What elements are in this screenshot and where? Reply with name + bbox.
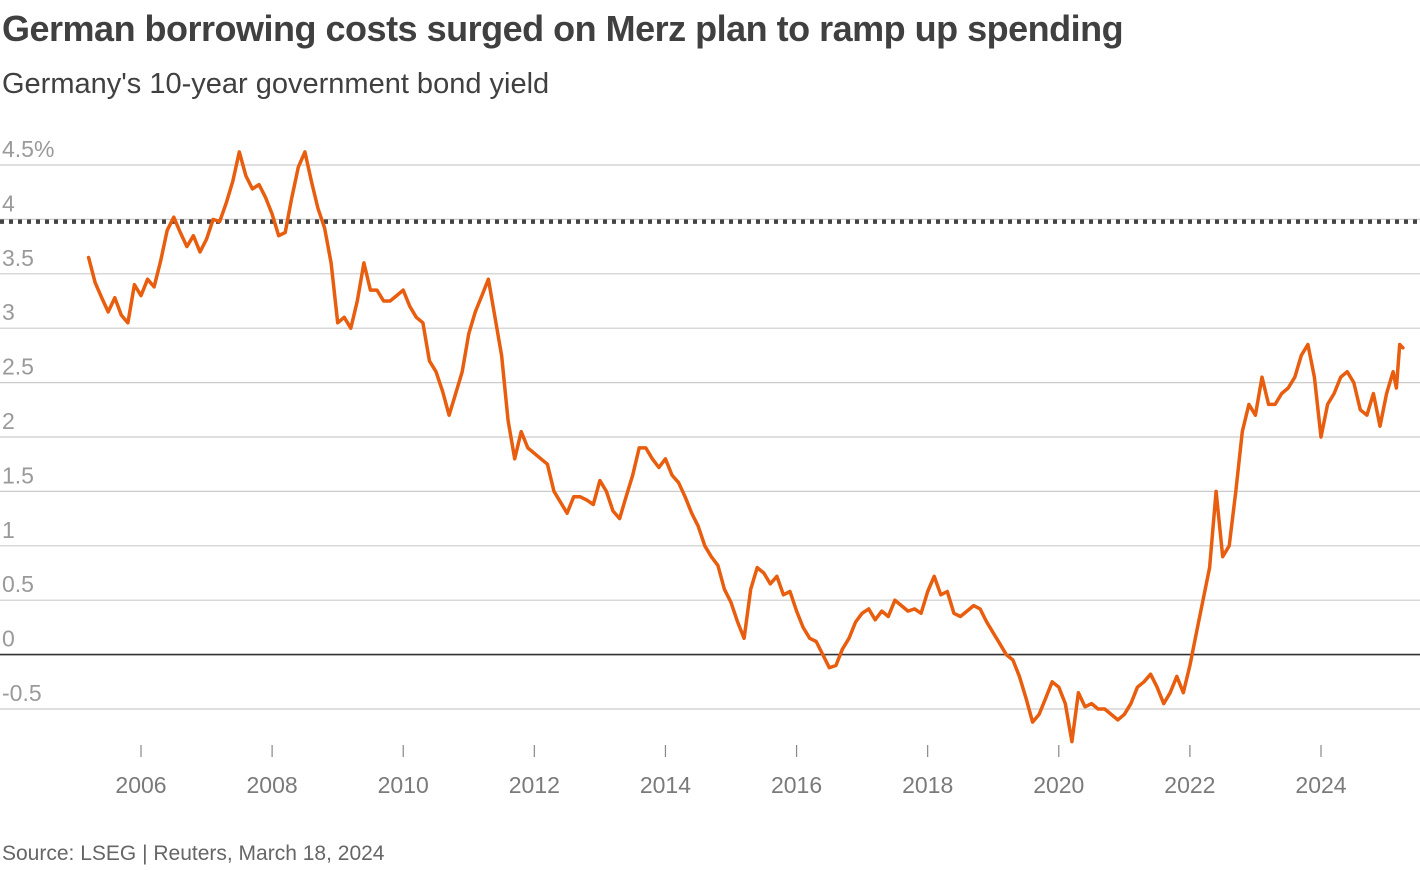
y-tick-label: 4: [2, 190, 15, 216]
y-tick-label: 1: [2, 517, 15, 543]
series-layer: [86, 150, 1405, 744]
x-tick-label: 2024: [1295, 772, 1346, 798]
y-tick-label: 4.5%: [2, 136, 54, 162]
y-tick-label: 0: [2, 626, 15, 652]
yield-series-line: [86, 150, 1405, 744]
y-tick-label: 3.5: [2, 245, 34, 271]
chart-subtitle: Germany's 10-year government bond yield: [2, 68, 550, 100]
y-tick-label: 1.5: [2, 462, 34, 488]
x-tick-label: 2018: [902, 772, 953, 798]
y-tick-label: 0.5: [2, 571, 34, 597]
y-tick-label: 2.5: [2, 354, 34, 380]
y-tick-label: -0.5: [2, 680, 42, 706]
x-tick-label: 2012: [509, 772, 560, 798]
x-tick-label: 2020: [1033, 772, 1084, 798]
x-tick-label: 2014: [640, 772, 691, 798]
x-tick-label: 2010: [378, 772, 429, 798]
chart-title: German borrowing costs surged on Merz pl…: [2, 8, 1124, 49]
x-tick-label: 2006: [115, 772, 166, 798]
source-note: Source: LSEG | Reuters, March 18, 2024: [2, 842, 385, 865]
line-chart: 4.5%43.532.521.510.50-0.5 2006 2008 2010 20…: [0, 136, 1420, 798]
x-tick-label: 2022: [1164, 772, 1215, 798]
y-tick-label: 2: [2, 408, 15, 434]
x-tick-label: 2016: [771, 772, 822, 798]
x-tick-label: 2008: [247, 772, 298, 798]
y-tick-label: 3: [2, 299, 15, 325]
x-axis: 2006 2008 2010 2012 2014 2016 2018 2020 2022 2024: [115, 745, 1347, 798]
